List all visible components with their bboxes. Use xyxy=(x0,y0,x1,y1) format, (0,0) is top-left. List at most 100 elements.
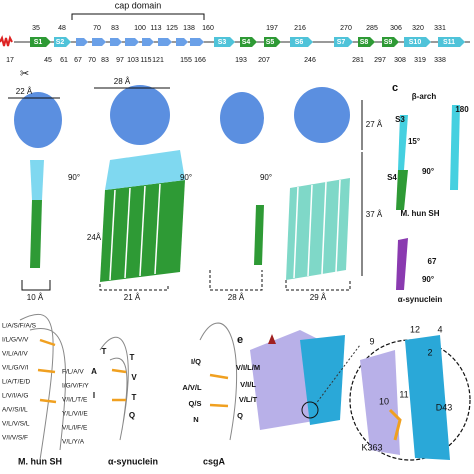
panel-caption: csgA xyxy=(203,456,226,466)
residue-number: 319 xyxy=(414,57,426,64)
residue-list: V/L/I/F/E xyxy=(62,425,88,432)
panel-e-label: 4 xyxy=(437,324,442,334)
residue-number: 83 xyxy=(111,25,119,32)
residue-list: V/L/Y/A xyxy=(62,439,85,446)
residue-number: 320 xyxy=(412,25,424,32)
residue-list: L/V/I/A/G xyxy=(2,393,28,400)
panel-e-label: 2 xyxy=(427,347,432,357)
residue-number: 193 xyxy=(235,57,247,64)
panel-c-label: α-synuclein xyxy=(398,295,443,304)
panel-c-label: S3 xyxy=(395,115,405,124)
dimension-label: 27 Å xyxy=(366,120,383,129)
residue-number: 70 xyxy=(93,25,101,32)
dimension-label: 90° xyxy=(260,173,272,182)
dimension-label: 29 Å xyxy=(310,293,327,302)
residue-number: 331 xyxy=(434,25,446,32)
strand-label: S7 xyxy=(337,39,346,46)
residue: I/Q xyxy=(191,357,201,366)
residue-number: 125 xyxy=(166,25,178,32)
residue-number: 103 xyxy=(127,57,139,64)
panel-letter: c xyxy=(392,82,398,94)
panel-letter: e xyxy=(237,334,243,346)
residue-list: Y/L/V/I/E xyxy=(62,411,88,418)
panel-c-label: M. hun SH xyxy=(400,209,439,218)
panel-e-label: K363 xyxy=(361,442,382,452)
residue-list: V/I/V/S/F xyxy=(2,435,28,442)
strand-label: S2 xyxy=(56,39,65,46)
residue-number: 160 xyxy=(202,25,214,32)
panel-d-art xyxy=(19,313,237,461)
residue-number: 100 xyxy=(134,25,146,32)
panel-c-label: 90° xyxy=(422,275,434,284)
residue-list: V/L/G/V/I xyxy=(2,365,29,372)
strand-label: S5 xyxy=(266,39,275,46)
panel-e-label: D43 xyxy=(436,402,453,412)
residue-number: 306 xyxy=(390,25,402,32)
residue: V/I/L/M xyxy=(236,363,260,372)
residue-number: 216 xyxy=(294,25,306,32)
strand-label: S10 xyxy=(409,39,422,46)
residue-list: F/L/A/V xyxy=(62,369,84,376)
panel-c-label: 67 xyxy=(428,257,437,266)
residue-number: 83 xyxy=(101,57,109,64)
dimension-label: 21 Å xyxy=(124,293,141,302)
dimension-label: 10 Å xyxy=(27,293,44,302)
panel-c-label: 90° xyxy=(422,167,434,176)
residue-number: 48 xyxy=(58,25,66,32)
strand-label: S11 xyxy=(443,39,455,46)
residue: T xyxy=(132,393,137,402)
residue-number: 155 xyxy=(180,57,192,64)
residue-number: 207 xyxy=(258,57,270,64)
residue-number: 61 xyxy=(60,57,68,64)
dimension-label: 28 Å xyxy=(114,77,131,86)
residue-number: 17 xyxy=(6,57,14,64)
dimension-label: 37 Å xyxy=(366,210,383,219)
residue-number: 45 xyxy=(44,57,52,64)
residue-number: 138 xyxy=(183,25,195,32)
residue-number: 67 xyxy=(74,57,82,64)
panel-e-art xyxy=(250,330,471,461)
residue: I xyxy=(93,391,95,400)
dimension-label: 90° xyxy=(180,173,192,182)
panel-c-label: 15° xyxy=(408,137,420,146)
residue: Q xyxy=(237,411,243,420)
panel-e-label: 12 xyxy=(410,324,420,334)
labels: cap domain 35 48 70 83 100 113 125 138 160 197 216 2… xyxy=(2,0,469,466)
residue: N xyxy=(193,415,198,424)
strand-label: S6 xyxy=(295,39,304,46)
strand-label: S4 xyxy=(242,39,251,46)
residue-list: V/L/A/I/V xyxy=(2,351,28,358)
residue: T xyxy=(102,347,107,356)
strand-label: S9 xyxy=(384,39,393,46)
residue-number: 35 xyxy=(32,25,40,32)
dimension-label: 28 Å xyxy=(228,293,245,302)
residue-number: 338 xyxy=(434,57,446,64)
residue-list: I/L/G/V/V xyxy=(2,337,29,344)
cap-label: cap domain xyxy=(115,0,162,10)
residue-number: 115 xyxy=(140,57,151,64)
residue-number: 285 xyxy=(366,25,378,32)
residue-list: V/L/V/S/L xyxy=(2,421,30,428)
residue: A xyxy=(91,367,97,376)
panel-c-label: S4 xyxy=(387,173,397,182)
residue-number: 308 xyxy=(394,57,406,64)
residue: V/I/L xyxy=(240,380,256,389)
residue: V/L/T xyxy=(239,395,258,404)
svg-text:✂: ✂ xyxy=(20,68,29,80)
residue-number: 121 xyxy=(152,57,164,64)
residue-list: I/G/V/F/Y xyxy=(62,383,89,390)
residue-number: 70 xyxy=(88,57,96,64)
residue-number: 270 xyxy=(340,25,352,32)
panel-caption: M. hun SH xyxy=(18,456,62,466)
residue-list: L/A/T/E/D xyxy=(2,379,30,386)
residue-number: 297 xyxy=(374,57,386,64)
residue-number: 246 xyxy=(304,57,316,64)
residue-number: 281 xyxy=(352,57,364,64)
dimension-label: 90° xyxy=(68,173,80,182)
residue: Q/S xyxy=(189,399,202,408)
panel-e-label: 10 xyxy=(379,396,389,406)
residue: Q xyxy=(129,411,135,420)
strand-label: S8 xyxy=(360,39,369,46)
topology-diagram: ✂ xyxy=(0,13,470,80)
